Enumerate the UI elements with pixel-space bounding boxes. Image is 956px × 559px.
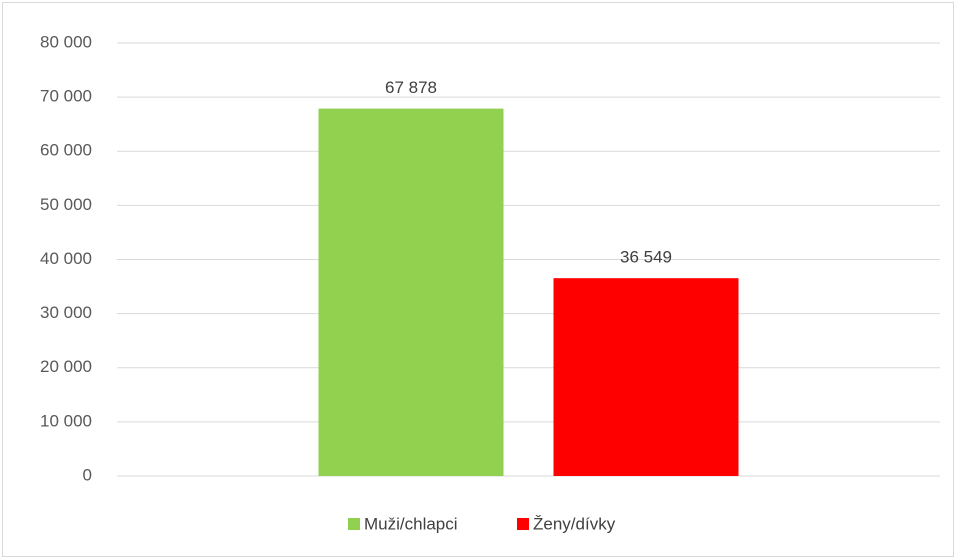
y-tick-label: 70 000 bbox=[40, 87, 92, 106]
y-tick-label: 0 bbox=[83, 465, 92, 484]
data-label: 67 878 bbox=[385, 78, 437, 97]
legend-swatch bbox=[348, 518, 360, 530]
y-tick-label: 40 000 bbox=[40, 249, 92, 268]
y-tick-label: 60 000 bbox=[40, 141, 92, 160]
y-tick-label: 50 000 bbox=[40, 195, 92, 214]
legend-label: Ženy/dívky bbox=[533, 514, 616, 533]
bar bbox=[553, 278, 739, 476]
y-tick-label: 80 000 bbox=[40, 32, 92, 51]
data-label: 36 549 bbox=[620, 248, 672, 267]
y-tick-label: 10 000 bbox=[40, 411, 92, 430]
bar bbox=[318, 108, 504, 477]
legend-swatch bbox=[517, 518, 529, 530]
legend-label: Muži/chlapci bbox=[364, 514, 458, 533]
y-tick-label: 30 000 bbox=[40, 303, 92, 322]
y-tick-label: 20 000 bbox=[40, 357, 92, 376]
